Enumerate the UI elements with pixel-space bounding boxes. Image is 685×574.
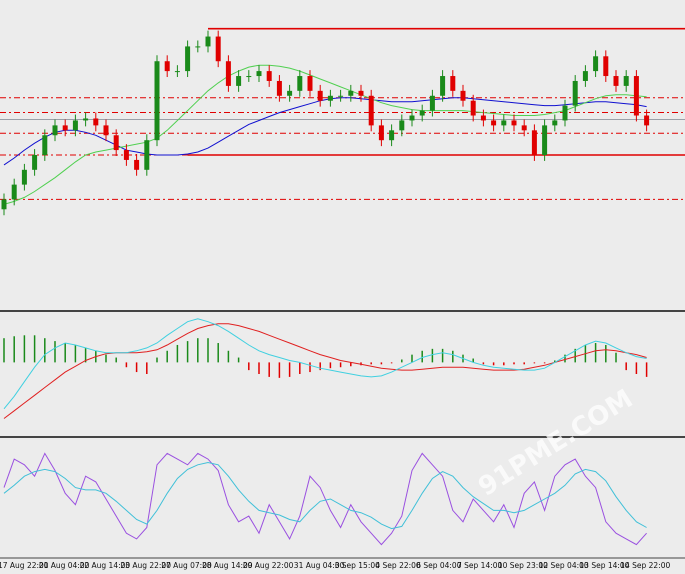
candle-body bbox=[83, 118, 89, 121]
candle-body bbox=[236, 76, 242, 86]
candle-body bbox=[552, 120, 558, 126]
candle-body bbox=[1, 199, 7, 210]
candle-body bbox=[103, 125, 109, 136]
candle-body bbox=[623, 76, 629, 86]
candle-body bbox=[603, 56, 609, 77]
candle-body bbox=[542, 125, 548, 155]
candle-body bbox=[256, 71, 262, 77]
candle-body bbox=[52, 125, 58, 136]
x-tick-label: 23 Aug 22:00 bbox=[120, 561, 171, 570]
candle-body bbox=[593, 56, 599, 72]
candle-body bbox=[195, 46, 201, 48]
candle-body bbox=[246, 76, 252, 78]
candle-body bbox=[531, 130, 537, 155]
candle-body bbox=[440, 76, 446, 96]
x-tick-label: 22 Aug 14:00 bbox=[80, 561, 131, 570]
candle-body bbox=[266, 71, 272, 81]
x-tick-label: 7 Sep 14:00 bbox=[457, 561, 503, 570]
x-tick-label: 13 Sep 14:00 bbox=[579, 561, 629, 570]
candle-body bbox=[348, 90, 354, 96]
candle-body bbox=[287, 90, 293, 96]
candle-body bbox=[501, 120, 507, 126]
candle-body bbox=[358, 90, 364, 96]
x-tick-label: 28 Aug 14:00 bbox=[202, 561, 253, 570]
candle-body bbox=[562, 105, 568, 121]
candle-body bbox=[134, 159, 140, 170]
candle-body bbox=[450, 76, 456, 91]
candle-body bbox=[174, 71, 180, 73]
x-tick-label: 27 Aug 07:00 bbox=[161, 561, 212, 570]
candle-body bbox=[633, 76, 639, 116]
x-tick-label: 3 Sep 15:00 bbox=[335, 561, 381, 570]
candle-body bbox=[389, 130, 395, 141]
candle-body bbox=[21, 169, 27, 185]
candle-body bbox=[317, 90, 323, 101]
candle-body bbox=[491, 120, 497, 126]
candle-body bbox=[123, 150, 129, 160]
series-line bbox=[3, 318, 647, 410]
x-tick-label: 21 Aug 04:00 bbox=[39, 561, 90, 570]
x-tick-label: 14 Sep 22:00 bbox=[620, 561, 670, 570]
x-tick-label: 12 Sep 04:00 bbox=[539, 561, 589, 570]
candle-body bbox=[409, 115, 415, 121]
candle-body bbox=[368, 95, 374, 126]
candle-body bbox=[378, 125, 384, 141]
candle-body bbox=[205, 36, 211, 47]
candle-body bbox=[572, 80, 578, 106]
candle-body bbox=[185, 46, 191, 72]
candle-body bbox=[419, 110, 425, 116]
candle-body bbox=[11, 184, 17, 200]
candle-body bbox=[399, 120, 405, 131]
candle-body bbox=[215, 36, 221, 62]
series-line bbox=[3, 64, 647, 205]
candle-body bbox=[276, 80, 282, 96]
x-tick-label: 6 Sep 04:00 bbox=[416, 561, 462, 570]
x-tick-label: 4 Sep 22:00 bbox=[375, 561, 421, 570]
candle-body bbox=[297, 76, 303, 91]
candle-body bbox=[613, 76, 619, 86]
candle-body bbox=[164, 61, 170, 72]
candle-body bbox=[72, 120, 78, 131]
candle-body bbox=[144, 140, 150, 170]
candle-body bbox=[42, 135, 48, 155]
candle-body bbox=[327, 95, 333, 101]
candle-body bbox=[470, 100, 476, 116]
candle-body bbox=[113, 135, 119, 151]
candle-body bbox=[32, 155, 38, 170]
candle-body bbox=[154, 61, 160, 141]
series-line bbox=[3, 97, 647, 166]
candle-body bbox=[521, 125, 527, 131]
candle-body bbox=[307, 76, 313, 91]
candle-body bbox=[338, 95, 344, 97]
x-tick-label: 17 Aug 22:00 bbox=[0, 561, 49, 570]
candle-body bbox=[93, 118, 99, 126]
candle-body bbox=[225, 61, 231, 86]
candle-body bbox=[511, 120, 517, 126]
candle-body bbox=[480, 115, 486, 121]
x-tick-label: 31 Aug 04:00 bbox=[294, 561, 345, 570]
x-tick-label: 10 Sep 23:00 bbox=[498, 561, 548, 570]
candle-body bbox=[582, 71, 588, 81]
candle-body bbox=[460, 90, 466, 101]
candle-body bbox=[62, 125, 68, 131]
candle-body bbox=[429, 95, 435, 111]
candle-body bbox=[644, 115, 650, 126]
series-line bbox=[3, 461, 647, 530]
series-line bbox=[3, 452, 647, 546]
x-tick-label: 29 Aug 22:00 bbox=[243, 561, 294, 570]
